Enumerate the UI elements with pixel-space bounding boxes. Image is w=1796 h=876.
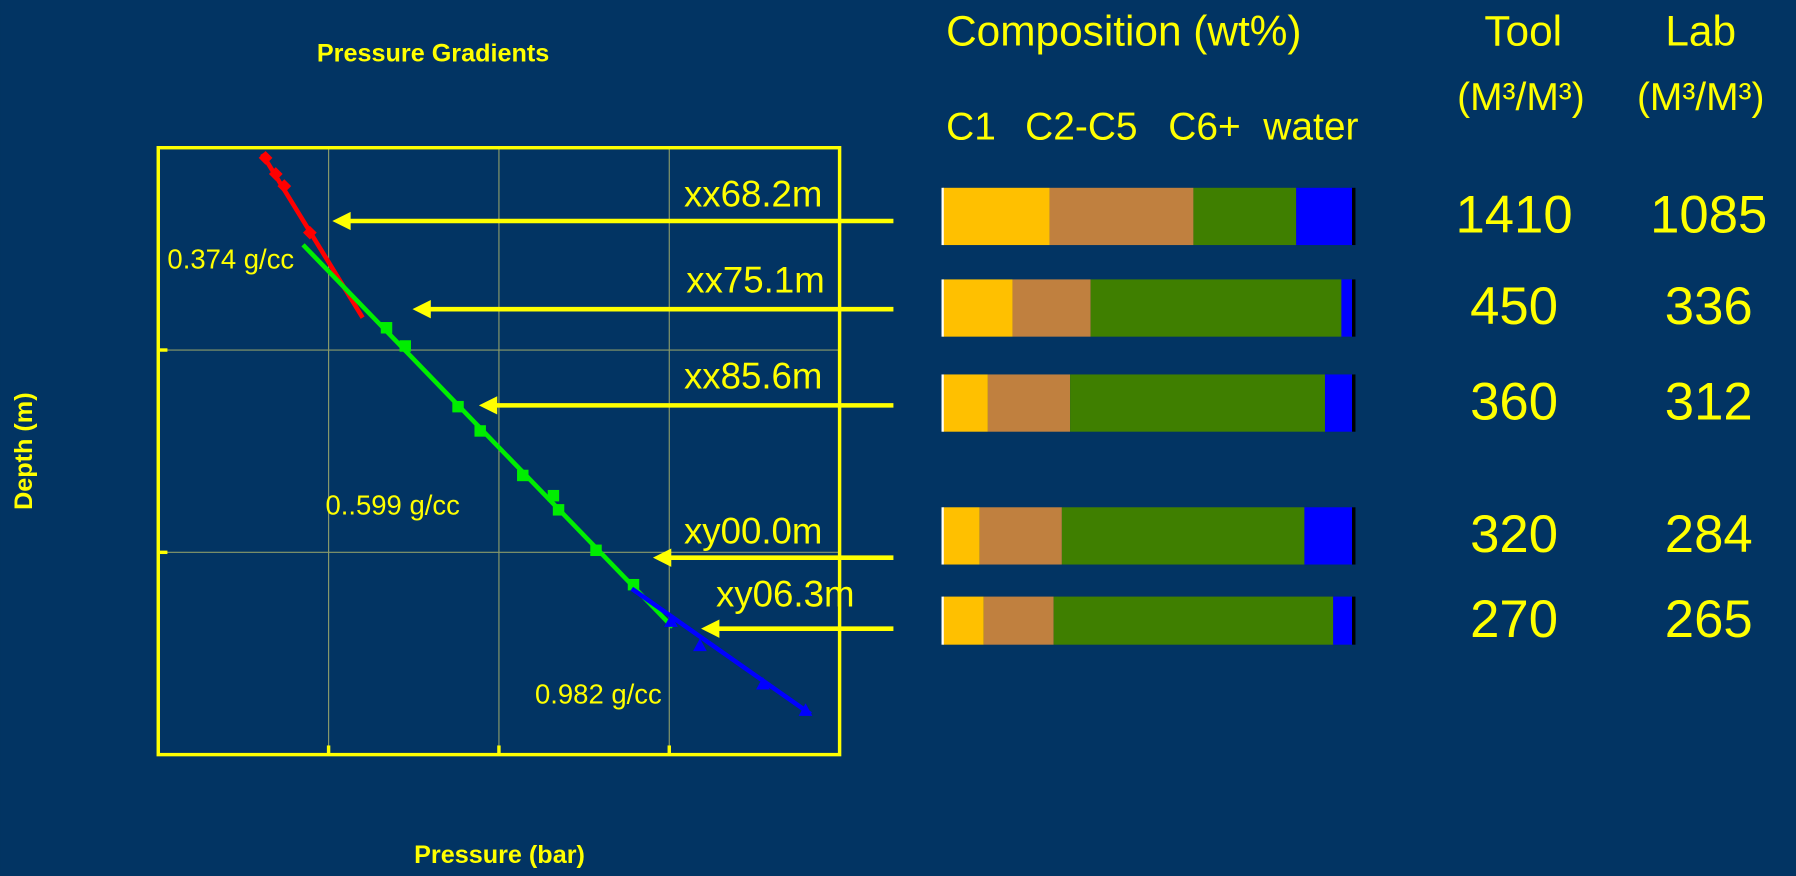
composition-segment (1053, 596, 1334, 645)
depth-label: xx75.1m (686, 260, 824, 301)
component-header: C2-C5 (1025, 106, 1137, 149)
tool-value: 1410 (1455, 186, 1572, 245)
component-header: C1 (946, 106, 996, 149)
tool-value: 450 (1470, 277, 1558, 336)
depth-label: xx68.2m (684, 174, 822, 215)
composition-title: Composition (wt%) (946, 8, 1301, 55)
composition-segment (1049, 187, 1194, 246)
composition-segment (942, 279, 1013, 337)
component-header: water (1262, 106, 1358, 149)
gradient-fit-line (301, 243, 675, 629)
depth-label: xy06.3m (716, 573, 854, 614)
data-point (590, 544, 602, 557)
tool-value: 360 (1470, 372, 1558, 431)
data-point (452, 400, 464, 413)
data-point (277, 179, 292, 194)
tool-title: Tool (1484, 8, 1562, 55)
data-point (627, 578, 640, 591)
composition-segment (1324, 374, 1354, 432)
composition-segment (1070, 374, 1325, 432)
depth-arrowhead (478, 396, 498, 415)
plot-frame (156, 146, 842, 757)
data-point (302, 225, 317, 240)
depth-label: xx85.6m (684, 356, 822, 397)
data-point (380, 322, 393, 334)
lab-unit: (M³/M³) (1637, 76, 1765, 119)
composition-segment (1193, 187, 1297, 246)
tool-unit: (M³/M³) (1457, 76, 1585, 119)
composition-segment (942, 374, 988, 432)
gradient-label: 0..599 g/cc (325, 490, 460, 521)
data-point (798, 703, 813, 716)
gradient-fit-line (630, 586, 812, 717)
data-point (547, 489, 560, 502)
composition-segment (1012, 279, 1091, 337)
data-point (693, 638, 707, 652)
data-point (268, 167, 283, 181)
lab-value: 1085 (1650, 186, 1767, 245)
composition-segment (942, 507, 980, 565)
tool-value: 320 (1470, 505, 1558, 564)
tool-value: 270 (1470, 590, 1558, 649)
gradient-label: 0.982 g/cc (535, 678, 662, 709)
lab-value: 312 (1665, 372, 1753, 431)
component-header: C6+ (1168, 106, 1241, 149)
depth-arrowhead (412, 300, 431, 319)
composition-segment (942, 596, 984, 645)
composition-segment (1061, 507, 1305, 565)
depth-label: xy00.0m (684, 510, 822, 551)
data-point (552, 504, 565, 516)
composition-segment (1296, 187, 1354, 246)
data-point (664, 614, 678, 627)
data-point (756, 676, 770, 690)
composition-segment (979, 507, 1062, 565)
composition-segment (983, 596, 1054, 645)
lab-value: 265 (1665, 590, 1753, 649)
data-point (517, 469, 529, 482)
lab-value: 284 (1665, 505, 1753, 564)
composition-segment (942, 187, 1050, 246)
composition-segment (1304, 507, 1354, 565)
lab-value: 336 (1665, 277, 1753, 336)
depth-arrowhead (701, 619, 720, 638)
x-axis-label: Pressure (bar) (414, 841, 585, 869)
composition-segment (1341, 279, 1354, 337)
composition-segment (1090, 279, 1342, 337)
composition-segment (1333, 596, 1354, 645)
data-point (399, 340, 411, 352)
gradient-label: 0.374 g/cc (167, 243, 294, 274)
y-axis-label: Depth (m) (10, 392, 38, 510)
depth-arrowhead (652, 548, 672, 567)
lab-title: Lab (1665, 8, 1736, 55)
data-point (474, 425, 486, 437)
depth-arrowhead (332, 211, 351, 231)
composition-segment (987, 374, 1071, 432)
chart-title: Pressure Gradients (317, 40, 549, 68)
